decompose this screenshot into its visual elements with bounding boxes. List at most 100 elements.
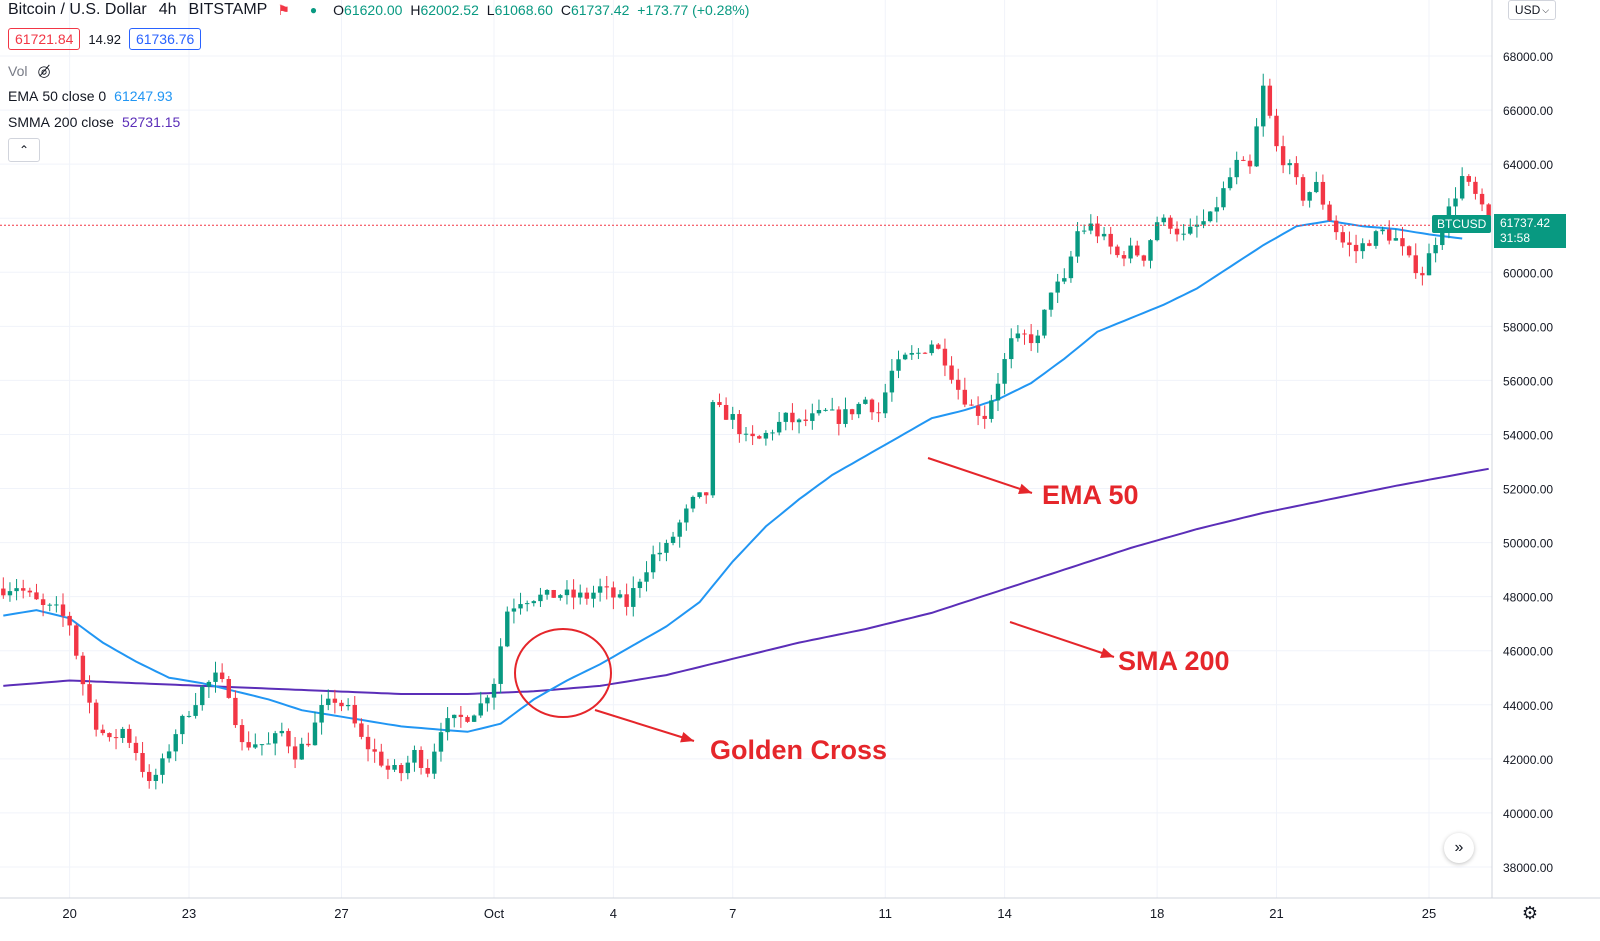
price-axis: 38000.00 40000.00 42000.00 44000.00 46000.00… [1491, 0, 1600, 941]
candle-body [272, 733, 278, 744]
candle-body [147, 771, 152, 781]
candle-body [219, 672, 225, 680]
candle-body [385, 765, 391, 770]
candle-body [233, 697, 238, 726]
candle-body [1227, 177, 1233, 189]
candle-body [80, 655, 86, 685]
volume-legend[interactable]: Vol ◎̸ [8, 62, 51, 80]
candle-body [432, 751, 437, 774]
flag-icon[interactable]: ⚑ [277, 1, 290, 18]
candle-body [359, 723, 364, 737]
candle-body [1022, 333, 1027, 335]
candle-body [1088, 223, 1094, 231]
ema-legend[interactable]: EMA 50 close 0 61247.93 [8, 88, 173, 104]
candle-body [1062, 278, 1067, 282]
candle-body [1188, 226, 1193, 234]
candle-body [975, 405, 981, 416]
candle-body [518, 604, 523, 609]
candle-body [989, 400, 994, 419]
candle-body [1055, 281, 1060, 293]
candle-body [849, 409, 855, 415]
candle-body [1081, 230, 1087, 232]
candle-body [717, 402, 722, 405]
candle-body [843, 409, 848, 424]
candle-body [1, 588, 6, 596]
scroll-to-realtime-button[interactable]: » [1444, 833, 1474, 863]
time-tick-label: 23 [182, 906, 196, 921]
candle-body [1327, 204, 1332, 221]
currency-button[interactable]: USD ⌵ [1508, 0, 1556, 20]
candle-body [465, 716, 470, 722]
golden-cross-arrow-head [680, 731, 694, 743]
candle-body [896, 359, 901, 371]
sell-price-button[interactable]: 61721.84 [8, 28, 81, 50]
candle-body [1214, 207, 1220, 212]
candle-body [286, 730, 291, 747]
time-tick-label: Oct [484, 906, 505, 921]
candle-body [471, 715, 477, 722]
candle-body [200, 686, 205, 706]
candle-body [916, 352, 921, 354]
candle-body [319, 705, 324, 723]
candle-body [1340, 232, 1345, 243]
candle-body [445, 718, 450, 733]
candle-body [14, 588, 19, 592]
sma-arrow-head [1100, 647, 1114, 659]
candle-body [1075, 231, 1080, 257]
candle-body [332, 698, 338, 703]
smma-legend[interactable]: SMMA 200 close 52731.15 [8, 114, 180, 130]
price-tick-label: 54000.00 [1503, 428, 1553, 442]
candle-body [279, 730, 285, 734]
candle-body [1168, 217, 1173, 229]
candle-body [524, 603, 530, 605]
gear-icon[interactable]: ⚙ [1521, 902, 1539, 923]
candle-body [93, 702, 99, 730]
candle-body [1473, 181, 1478, 194]
candle-body [830, 409, 835, 411]
candle-body [511, 608, 517, 612]
candle-body [67, 615, 72, 626]
candle-body [34, 592, 39, 600]
candle-body [1042, 309, 1047, 336]
currency-label: USD [1514, 3, 1541, 17]
price-tick-label: 50000.00 [1503, 537, 1553, 551]
symbol-header: Bitcoin / U.S. Dollar 4h BITSTAMP ⚑ ● O6… [8, 0, 749, 20]
candle-body [392, 765, 397, 770]
candle-body [1135, 245, 1140, 256]
candle-body [1320, 181, 1326, 205]
price-tick-label: 66000.00 [1503, 104, 1553, 118]
collapse-legend-button[interactable]: ⌃ [8, 138, 40, 162]
interval-label[interactable]: 4h [158, 1, 177, 18]
candle-body [299, 743, 304, 760]
candle-body [498, 646, 503, 684]
candle-body [876, 412, 881, 414]
smma-200-line [3, 467, 1489, 695]
candle-body [186, 715, 192, 717]
candle-body [27, 590, 33, 593]
candle-body [345, 704, 351, 707]
candle-body [982, 415, 987, 419]
price-tick-label: 68000.00 [1503, 50, 1553, 64]
candle-body [1154, 222, 1160, 241]
candle-body [995, 383, 1001, 401]
candle-body [1300, 177, 1306, 201]
candle-body [869, 399, 875, 413]
candle-body [1121, 255, 1127, 259]
buy-price-button[interactable]: 61736.76 [128, 28, 202, 50]
candle-body [1426, 253, 1432, 276]
candle-body [253, 744, 258, 748]
price-tick-label: 46000.00 [1503, 645, 1553, 659]
candle-body [1347, 242, 1352, 245]
bar-countdown: 31:58 [1500, 231, 1531, 245]
candle-body [1068, 256, 1074, 279]
candle-body [929, 344, 934, 354]
candle-body [160, 758, 165, 775]
candle-body [1466, 176, 1471, 182]
hidden-eye-icon[interactable]: ◎̸ [37, 63, 51, 80]
time-tick-label: 11 [879, 906, 893, 921]
symbol-name[interactable]: Bitcoin / U.S. Dollar [8, 1, 147, 18]
candle-body [1294, 163, 1299, 178]
candle-body [292, 746, 298, 760]
candle-body [166, 751, 172, 759]
